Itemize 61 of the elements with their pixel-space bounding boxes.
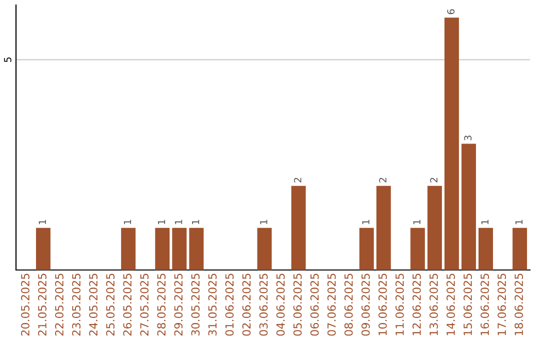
data-label: 1 — [260, 220, 268, 224]
x-tick-label: 09.06.2025 — [361, 274, 370, 336]
x-tick-label: 31.05.2025 — [208, 274, 217, 336]
data-label: 1 — [481, 220, 488, 224]
data-label: 1 — [413, 220, 420, 224]
x-tick-label: 08.06.2025 — [344, 274, 353, 336]
x-tick-label: 13.06.2025 — [430, 274, 438, 336]
bar — [478, 228, 493, 270]
x-tick-label: 01.06.2025 — [225, 274, 234, 336]
x-tick-label: 27.05.2025 — [140, 274, 149, 336]
x-tick-label: 10.06.2025 — [378, 274, 387, 336]
bar — [155, 228, 170, 270]
bar — [36, 228, 50, 270]
bar — [257, 228, 272, 270]
x-tick-label: 05.06.2025 — [293, 274, 302, 336]
data-label: 3 — [464, 136, 472, 140]
data-label: 1 — [174, 220, 182, 224]
data-label: 6 — [447, 9, 455, 14]
bar — [291, 186, 306, 270]
data-label: 1 — [362, 220, 370, 224]
bar — [359, 228, 374, 270]
bar — [512, 228, 528, 270]
x-tick-label: 18.06.2025 — [514, 274, 524, 336]
x-tick-label: 03.06.2025 — [259, 274, 268, 336]
bar — [189, 228, 204, 270]
x-tick-label: 16.06.2025 — [480, 274, 489, 336]
bar — [427, 186, 442, 270]
x-tick-label: 24.05.2025 — [89, 274, 98, 336]
bar — [444, 18, 459, 270]
x-tick-label: 02.06.2025 — [242, 274, 251, 336]
data-label: 1 — [192, 220, 200, 224]
x-tick-label: 06.06.2025 — [310, 274, 319, 336]
data-label: 1 — [38, 220, 46, 224]
x-tick-label: 17.06.2025 — [498, 274, 506, 336]
x-tick-label: 07.06.2025 — [327, 274, 336, 336]
x-tick-label: 26.05.2025 — [123, 274, 132, 336]
bar — [410, 228, 425, 270]
bar — [121, 228, 136, 270]
x-tick-label: 11.06.2025 — [395, 274, 404, 336]
x-tick-label: 23.05.2025 — [72, 274, 80, 336]
data-label: 2 — [379, 178, 386, 182]
x-tick-label: 04.06.2025 — [276, 274, 285, 336]
x-tick-label: 21.05.2025 — [38, 274, 46, 336]
x-tick-label: 14.06.2025 — [446, 274, 455, 336]
data-label: 2 — [430, 178, 438, 182]
data-label: 1 — [124, 220, 132, 224]
y-tick-label: 5 — [4, 57, 12, 62]
data-label: 2 — [294, 178, 302, 182]
x-tick-label: 25.05.2025 — [106, 274, 115, 336]
bar — [461, 144, 476, 270]
x-tick-label: 12.06.2025 — [412, 274, 421, 336]
x-tick-label: 15.06.2025 — [464, 274, 472, 336]
data-label: 1 — [515, 220, 522, 224]
data-label: 1 — [158, 220, 166, 224]
bar — [376, 186, 391, 270]
x-tick-label: 22.05.2025 — [55, 274, 64, 336]
bar — [172, 228, 187, 270]
x-tick-label: 30.05.2025 — [191, 274, 200, 336]
x-tick-label: 20.05.2025 — [21, 274, 30, 336]
x-tick-label: 29.05.2025 — [174, 274, 183, 336]
x-tick-label: 28.05.2025 — [157, 274, 166, 336]
